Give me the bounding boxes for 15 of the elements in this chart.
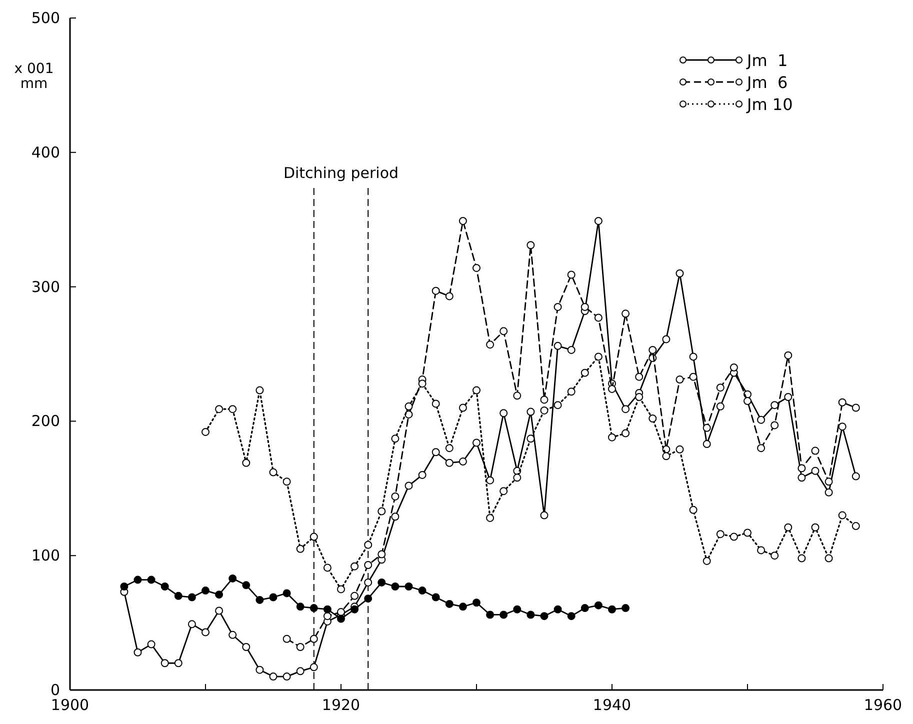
legend-label: Jm 1 <box>746 51 788 70</box>
y-tick-label: 300 <box>31 278 60 296</box>
y-tick-label: 500 <box>31 9 60 27</box>
legend-label: Jm 10 <box>746 95 793 114</box>
y-tick-label: 100 <box>31 546 60 565</box>
y-tick-label: 0 <box>50 681 60 699</box>
x-tick-label: 1960 <box>864 696 902 714</box>
y-axis-title: x 001 mm <box>14 61 54 92</box>
legend-label: Jm 6 <box>746 73 788 92</box>
x-tick-label: 1940 <box>592 696 632 714</box>
y-tick-label: 400 <box>31 143 60 162</box>
x-tick-label: 1900 <box>50 696 90 714</box>
annotation: Ditching period <box>283 164 399 182</box>
x-tick-label: 1920 <box>322 696 360 714</box>
y-tick-label: 200 <box>31 412 60 430</box>
